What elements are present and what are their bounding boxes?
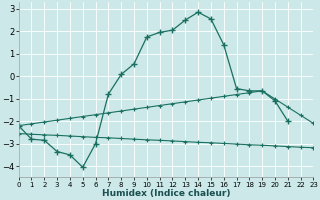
X-axis label: Humidex (Indice chaleur): Humidex (Indice chaleur)	[102, 189, 230, 198]
